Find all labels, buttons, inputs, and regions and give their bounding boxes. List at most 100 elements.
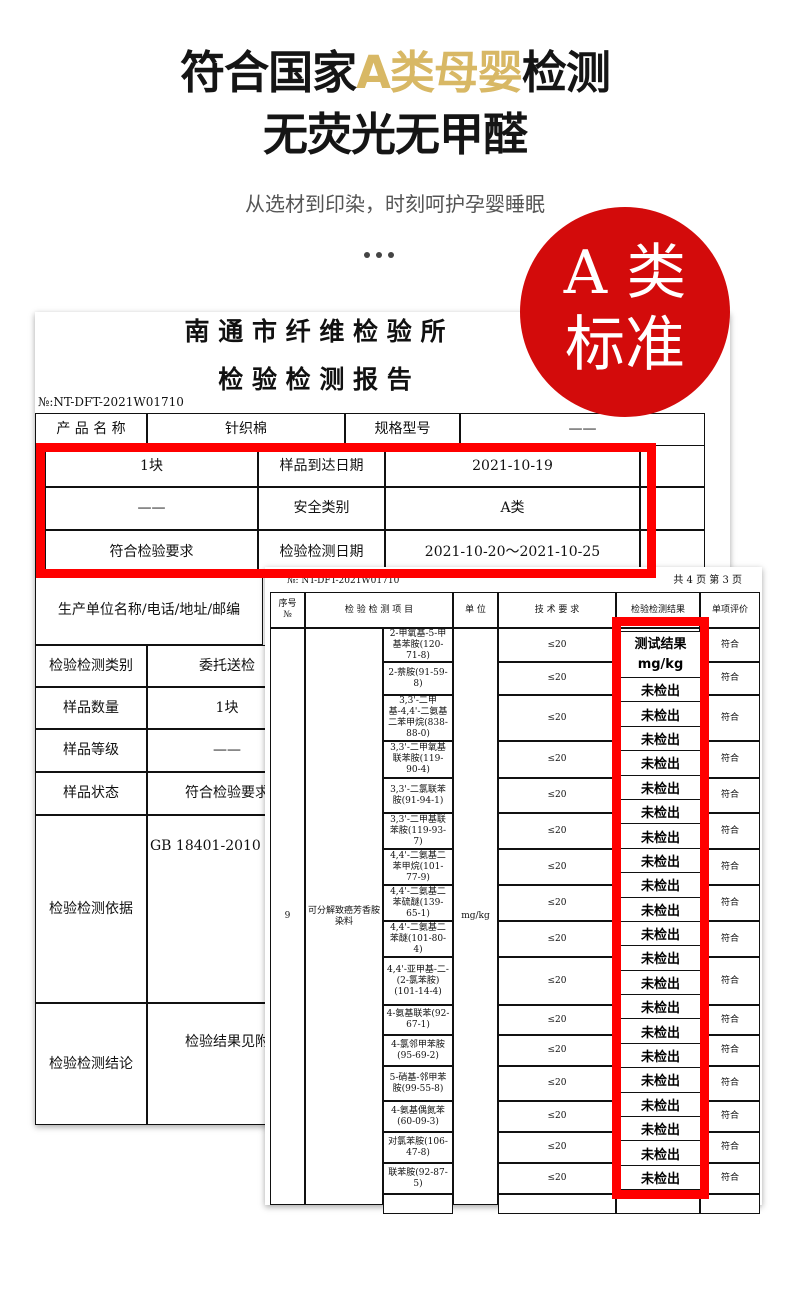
result-value: 未检出: [621, 897, 700, 922]
highlight-cell: 2021-10-19: [385, 445, 640, 487]
institute-name: 南 通 市 纤 维 检 验 所: [184, 317, 446, 346]
headline: 符合国家A类母婴检测: [180, 46, 611, 99]
column-header: 技 术 要 求: [498, 592, 616, 628]
table-cell: [383, 1194, 453, 1214]
result-value: 未检出: [621, 799, 700, 825]
result-value: 未检出: [621, 970, 700, 996]
requirement-cell: ≤20: [498, 813, 616, 849]
info-cell: 产 品 名 称: [35, 413, 147, 446]
highlight-box: [36, 443, 656, 578]
result-value: 未检出: [621, 702, 700, 727]
requirement-cell: ≤20: [498, 849, 616, 885]
item-name: 3,3'-二甲氧基联苯胺(119-90-4): [383, 741, 453, 778]
dots-icon: [364, 252, 394, 258]
result-header: 测试结果 mg/kg: [621, 632, 700, 678]
column-header: 序号 №: [270, 592, 305, 628]
evaluation-cell: 符合: [700, 662, 760, 695]
requirement-cell: ≤20: [498, 957, 616, 1005]
result-value: 未检出: [621, 873, 700, 898]
results-column: 测试结果 mg/kg 未检出 未检出 未检出 未检出 未检出 未检出 未检出 未检出 未检出 未检出…: [621, 631, 700, 1191]
result-value: 未检出: [621, 1117, 700, 1142]
unit-cell: mg/kg: [453, 628, 498, 1205]
results-highlight-box: 测试结果 mg/kg 未检出 未检出 未检出 未检出 未检出 未检出 未检出 未检出 未检出 未检出…: [612, 617, 709, 1199]
requirement-cell: ≤20: [498, 1005, 616, 1035]
item-name: 4,4'-亚甲基-二-(2-氯苯胺)(101-14-4): [383, 957, 453, 1005]
column-header: 单项评价: [700, 592, 760, 628]
evaluation-cell: 符合: [700, 1035, 760, 1066]
result-value: 未检出: [621, 995, 700, 1020]
row-label: 检验检测结论: [35, 1003, 147, 1125]
result-value: 未检出: [621, 1068, 700, 1093]
evaluation-cell: 符合: [700, 695, 760, 741]
row-label: 样品数量: [35, 687, 147, 729]
producer-label: 生产单位名称/电话/地址/邮编: [35, 575, 263, 645]
highlight-cell: ——: [45, 487, 258, 530]
report-title: 检 验 检 测 报 告: [218, 365, 412, 394]
requirement-cell: ≤20: [498, 1066, 616, 1101]
row-label: 样品等级: [35, 729, 147, 772]
evaluation-cell: 符合: [700, 1005, 760, 1035]
item-name: 4,4'-二氨基二苯硫醚(139-65-1): [383, 885, 453, 921]
result-value: 未检出: [621, 824, 700, 849]
item-name: 对氯苯胺(106-47-8): [383, 1132, 453, 1163]
item-name: 5-硝基-邻甲苯胺(99-55-8): [383, 1066, 453, 1101]
item-name: 4-氨基偶氮苯(60-09-3): [383, 1101, 453, 1132]
seq-cell: 9: [270, 628, 305, 1205]
column-header: 检 验 检 测 项 目: [305, 592, 453, 628]
evaluation-cell: 符合: [700, 778, 760, 813]
result-value: 未检出: [621, 1165, 700, 1191]
result-value: 未检出: [621, 1092, 700, 1118]
row-label: 检验检测依据: [35, 815, 147, 1003]
item-name: 3,3'-二甲基联苯胺(119-93-7): [383, 813, 453, 849]
requirement-cell: ≤20: [498, 778, 616, 813]
requirement-cell: ≤20: [498, 921, 616, 957]
info-cell: ——: [460, 413, 705, 446]
result-value: 未检出: [621, 921, 700, 947]
requirement-cell: ≤20: [498, 1101, 616, 1132]
evaluation-cell: 符合: [700, 1066, 760, 1101]
evaluation-cell: 符合: [700, 1132, 760, 1163]
result-value: 未检出: [621, 1019, 700, 1044]
item-name: 4,4'-二氨基二苯甲烷(101-77-9): [383, 849, 453, 885]
column-header: 单 位: [453, 592, 498, 628]
result-value: 未检出: [621, 726, 700, 752]
requirement-cell: ≤20: [498, 1163, 616, 1194]
requirement-cell: ≤20: [498, 741, 616, 778]
requirement-cell: ≤20: [498, 1132, 616, 1163]
requirement-cell: ≤20: [498, 885, 616, 921]
result-value: 未检出: [621, 946, 700, 971]
result-value: 未检出: [621, 1043, 700, 1069]
row-label: 样品状态: [35, 772, 147, 815]
highlight-cell: 安全类别: [258, 487, 385, 530]
item-name: 4,4'-二氨基二苯醚(101-80-4): [383, 921, 453, 957]
item-name: 4-氨基联苯(92-67-1): [383, 1005, 453, 1035]
headline-line2: 无荧光无甲醛: [262, 108, 528, 161]
highlight-cell: A类: [385, 487, 640, 530]
headline-highlight: A类母婴: [356, 46, 523, 99]
evaluation-cell: 符合: [700, 741, 760, 778]
highlight-cell: 1块: [45, 445, 258, 487]
a-class-badge: A 类标准: [520, 207, 730, 417]
info-cell: 规格型号: [345, 413, 460, 446]
highlight-cell: 样品到达日期: [258, 445, 385, 487]
evaluation-cell: 符合: [700, 885, 760, 921]
result-value: 未检出: [621, 848, 700, 874]
evaluation-cell: 符合: [700, 813, 760, 849]
evaluation-cell: 符合: [700, 1101, 760, 1132]
item-name: 3,3'-二氯联苯胺(91-94-1): [383, 778, 453, 813]
result-value: 未检出: [621, 751, 700, 776]
item-name: 2-甲氧基-5-甲基苯胺(120-71-8): [383, 628, 453, 662]
item-name: 3,3'-二甲基-4,4'-二氨基二苯甲烷(838-88-0): [383, 695, 453, 741]
info-cell: 针织棉: [147, 413, 345, 446]
row-label: 检验检测类别: [35, 645, 147, 687]
category-cell: 可分解致癌芳香胺染料: [305, 628, 383, 1205]
item-name: 2-萘胺(91-59-8): [383, 662, 453, 695]
result-value: 未检出: [621, 678, 700, 703]
requirement-cell: ≤20: [498, 662, 616, 695]
item-name: 4-氯邻甲苯胺(95-69-2): [383, 1035, 453, 1066]
requirement-cell: ≤20: [498, 695, 616, 741]
item-name: 联苯胺(92-87-5): [383, 1163, 453, 1194]
page3-number: №: NT-DFT-2021W01710: [287, 576, 400, 586]
report-number: №:NT-DFT-2021W01710: [38, 395, 184, 409]
result-value: 未检出: [621, 1141, 700, 1166]
